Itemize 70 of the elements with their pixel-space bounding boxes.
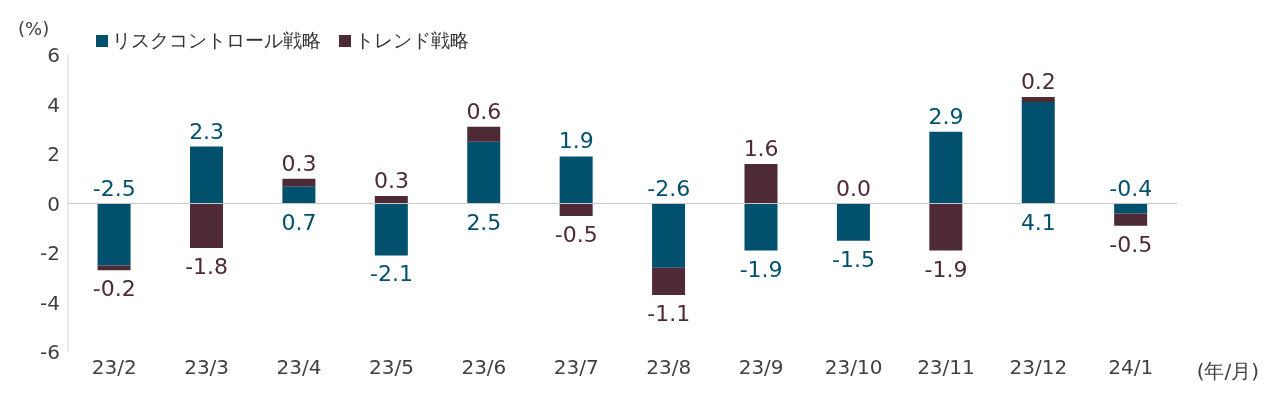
data-label: 0.2 bbox=[1020, 69, 1056, 95]
bar bbox=[282, 186, 316, 204]
data-label: -0.2 bbox=[92, 276, 136, 302]
data-label: 0.3 bbox=[281, 150, 317, 176]
bar bbox=[559, 203, 593, 216]
bar bbox=[282, 178, 316, 187]
bar bbox=[836, 203, 870, 241]
data-label: 4.1 bbox=[1020, 209, 1056, 235]
bar bbox=[189, 203, 223, 249]
data-label: -2.5 bbox=[92, 175, 136, 201]
x-axis-title: (年/月) bbox=[1196, 358, 1259, 385]
data-label: 0.3 bbox=[373, 168, 409, 194]
data-label: 2.3 bbox=[189, 118, 225, 144]
y-tick-label: -4 bbox=[40, 290, 60, 315]
data-label: -2.1 bbox=[369, 261, 413, 287]
x-tick-label: 23/10 bbox=[824, 355, 883, 380]
x-tick-label: 23/6 bbox=[461, 355, 507, 380]
bar bbox=[1021, 102, 1055, 204]
x-tick-label: 23/11 bbox=[917, 355, 975, 380]
legend-label: リスクコントロール戦略 bbox=[112, 28, 321, 53]
data-label: 2.9 bbox=[928, 103, 964, 129]
data-label: 1.6 bbox=[743, 135, 779, 161]
bar bbox=[1021, 97, 1055, 103]
data-label: -0.4 bbox=[1109, 175, 1153, 201]
y-tick-label: -2 bbox=[40, 241, 60, 266]
bar bbox=[1114, 213, 1148, 226]
bar bbox=[652, 267, 686, 296]
x-tick-label: 23/3 bbox=[184, 355, 230, 380]
x-tick-label: 23/12 bbox=[1009, 355, 1068, 380]
bar bbox=[929, 203, 963, 251]
bar bbox=[97, 265, 131, 271]
y-tick-label: 4 bbox=[47, 92, 60, 117]
data-label: -1.1 bbox=[647, 301, 691, 327]
x-tick-label: 23/4 bbox=[276, 355, 322, 380]
bar bbox=[374, 196, 408, 204]
data-label: -1.9 bbox=[739, 256, 783, 282]
data-label: 0.6 bbox=[466, 98, 502, 124]
data-label: -0.5 bbox=[554, 221, 598, 247]
data-label: -0.5 bbox=[1109, 231, 1153, 257]
bar bbox=[929, 131, 963, 204]
data-label: -1.5 bbox=[832, 246, 876, 272]
x-tick-label: 23/5 bbox=[369, 355, 414, 380]
bar bbox=[559, 156, 593, 204]
bar bbox=[744, 163, 778, 204]
data-label: -1.8 bbox=[185, 254, 229, 280]
data-label: 1.9 bbox=[558, 128, 594, 154]
data-label: -2.6 bbox=[647, 175, 691, 201]
bar bbox=[1114, 203, 1148, 214]
x-tick-label: 23/2 bbox=[91, 355, 137, 380]
x-tick-label: 23/9 bbox=[738, 355, 784, 380]
y-tick-label: 6 bbox=[47, 43, 60, 68]
legend-label: トレンド戦略 bbox=[355, 28, 469, 53]
data-label: -1.9 bbox=[924, 256, 968, 282]
data-label: 0.7 bbox=[281, 209, 317, 235]
bar bbox=[374, 203, 408, 256]
data-label: 2.5 bbox=[466, 209, 502, 235]
x-tick-label: 23/8 bbox=[646, 355, 692, 380]
data-label: 0.0 bbox=[836, 175, 872, 201]
y-tick-label: 0 bbox=[47, 191, 60, 216]
y-tick-label: 2 bbox=[47, 142, 60, 167]
bar bbox=[652, 203, 686, 268]
x-tick-label: 23/7 bbox=[553, 355, 599, 380]
bar bbox=[467, 126, 501, 142]
y-tick-label: -6 bbox=[40, 340, 60, 365]
bar bbox=[744, 203, 778, 251]
y-axis-title: (%) bbox=[18, 18, 50, 39]
bar bbox=[189, 146, 223, 204]
x-tick-label: 24/1 bbox=[1108, 355, 1154, 380]
bar bbox=[97, 203, 131, 266]
bar bbox=[467, 141, 501, 204]
